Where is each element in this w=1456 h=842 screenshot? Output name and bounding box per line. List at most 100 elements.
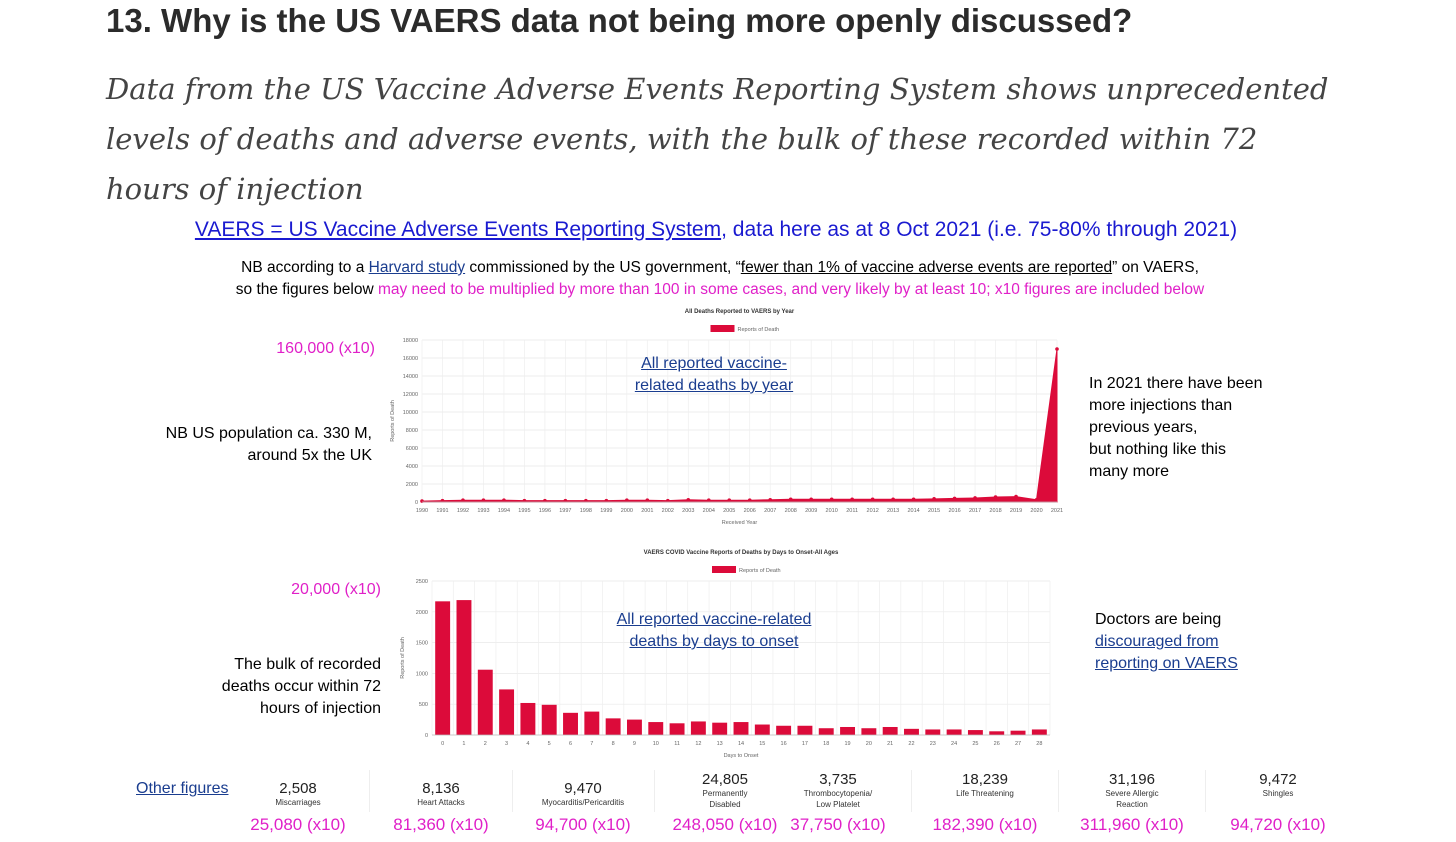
point-2012 [870, 497, 875, 502]
nb-text: so the figures below [235, 281, 378, 298]
bar-0 [435, 601, 451, 735]
chart1-x10-label: 160,000 (x10) [276, 340, 375, 357]
note-line: hours of injection [260, 700, 381, 717]
stat-x10: 25,080 (x10) [250, 815, 346, 834]
x-tick-label: 23 [930, 741, 936, 747]
y-tick-label: 500 [419, 702, 428, 708]
x-tick-label: 2018 [989, 508, 1001, 514]
x-tick-label: 1993 [477, 508, 489, 514]
x-tick-label: 2013 [887, 508, 899, 514]
point-1995 [522, 498, 527, 503]
nb-multiplier-text: may need to be multiplied by more than 1… [377, 281, 1205, 298]
x-tick-label: 1999 [600, 508, 612, 514]
stat-label: Myocarditis/Pericarditis [541, 798, 625, 807]
divider [911, 770, 912, 812]
nb-quote: fewer than 1% of vaccine adverse events … [740, 259, 1113, 276]
y-tick-label: 6000 [406, 446, 418, 452]
chart1-left-note: NB US population ca. 330 M, around 5x th… [100, 423, 372, 467]
x-tick-label: 2006 [744, 508, 756, 514]
note-line: deaths occur within 72 [221, 678, 381, 695]
bar-10 [648, 722, 664, 735]
stat-x10: 182,390 (x10) [932, 815, 1038, 834]
bar-14 [733, 722, 749, 735]
bar-23 [925, 729, 941, 735]
stat-label: Heart Attacks [417, 798, 465, 807]
point-2008 [788, 497, 793, 502]
y-tick-label: 12000 [403, 392, 418, 398]
y-tick-label: 1500 [416, 641, 428, 647]
bar-13 [712, 722, 728, 735]
y-tick-label: 4000 [406, 464, 418, 470]
bar-6 [563, 712, 578, 735]
stat-label: Severe Allergic Reaction [1105, 789, 1159, 809]
y-tick-label: 18000 [403, 338, 418, 344]
y-tick-label: 1000 [416, 671, 428, 677]
note-line: In 2021 there have been [1089, 375, 1263, 392]
point-1991 [440, 498, 445, 503]
overlay-line: All reported vaccine- [641, 355, 787, 372]
x-tick-label: 1996 [539, 508, 551, 514]
x-tick-label: 24 [951, 741, 957, 747]
x-tick-label: 17 [802, 741, 808, 747]
x-tick-label: 20 [866, 741, 872, 747]
x-tick-label: 13 [717, 741, 723, 747]
x-tick-label: 25 [972, 741, 978, 747]
point-2006 [747, 498, 752, 502]
stat-x10: 37,750 (x10) [790, 815, 886, 834]
chart1-overlay-link[interactable]: All reported vaccine- related deaths by … [600, 353, 828, 397]
chart-title: All Deaths Reported to VAERS by Year [685, 309, 795, 315]
stat-label: Thrombocytopenia/ Low Platelet [803, 789, 873, 809]
x-tick-label: 1991 [436, 508, 448, 514]
bar-26 [989, 731, 1005, 735]
bar-9 [626, 719, 642, 735]
note-line: Doctors are being [1095, 611, 1222, 628]
point-1994 [502, 498, 506, 502]
y-tick-label: 2500 [416, 579, 428, 585]
x-tick-label: 2015 [928, 508, 940, 514]
bar-12 [690, 721, 706, 735]
x-tick-label: 6 [569, 741, 572, 747]
stat-value: 9,472 [1259, 771, 1297, 788]
stat-value: 8,136 [422, 780, 460, 797]
x-tick-label: 1 [462, 741, 465, 747]
bar-24 [946, 729, 962, 735]
x-tick-label: 2002 [662, 508, 674, 514]
x-tick-label: 11 [674, 741, 680, 747]
x-tick-label: 2 [484, 741, 487, 747]
x-tick-label: 2014 [907, 508, 919, 514]
stat-7: 9,472 Shingles [1218, 771, 1338, 799]
point-2002 [666, 498, 670, 503]
point-1990 [420, 499, 424, 503]
bar-21 [882, 726, 898, 735]
bar-22 [904, 728, 919, 735]
discouraged-link[interactable]: discouraged from [1095, 633, 1219, 650]
point-2009 [809, 497, 813, 502]
point-2011 [850, 497, 854, 502]
other-figures-link[interactable]: Other figures [136, 780, 229, 797]
note-line: more injections than [1089, 397, 1233, 414]
point-1996 [543, 498, 547, 503]
stat-value: 18,239 [962, 771, 1008, 788]
legend-label: Reports of Death [738, 327, 780, 333]
note-line: NB US population ca. 330 M, [165, 425, 372, 442]
y-tick-label: 14000 [403, 374, 418, 380]
x-tick-label: 1998 [580, 508, 592, 514]
x-tick-label: 2021 [1051, 508, 1063, 514]
x-tick-label: 22 [908, 741, 914, 747]
chart2-overlay-link[interactable]: All reported vaccine-related deaths by d… [580, 609, 848, 653]
bar-27 [1010, 730, 1026, 735]
legend-swatch [710, 325, 735, 332]
bar-15 [754, 724, 770, 735]
note-line: previous years, [1089, 419, 1198, 436]
x-tick-label: 2008 [785, 508, 797, 514]
discouraged-link[interactable]: reporting on VAERS [1095, 655, 1238, 672]
deaths-by-onset-chart: VAERS COVID Vaccine Reports of Deaths by… [400, 550, 1051, 759]
x-tick-label: 15 [759, 741, 765, 747]
vaers-link[interactable]: VAERS = US Vaccine Adverse Events Report… [194, 218, 722, 241]
bar-7 [584, 711, 600, 735]
harvard-study-link[interactable]: Harvard study [368, 259, 466, 276]
stat-1: 8,136 Heart Attacks [381, 780, 501, 808]
stat-label: Life Threatening [956, 789, 1014, 798]
stat-value: 24,805 [702, 771, 748, 788]
point-2017 [973, 496, 977, 500]
